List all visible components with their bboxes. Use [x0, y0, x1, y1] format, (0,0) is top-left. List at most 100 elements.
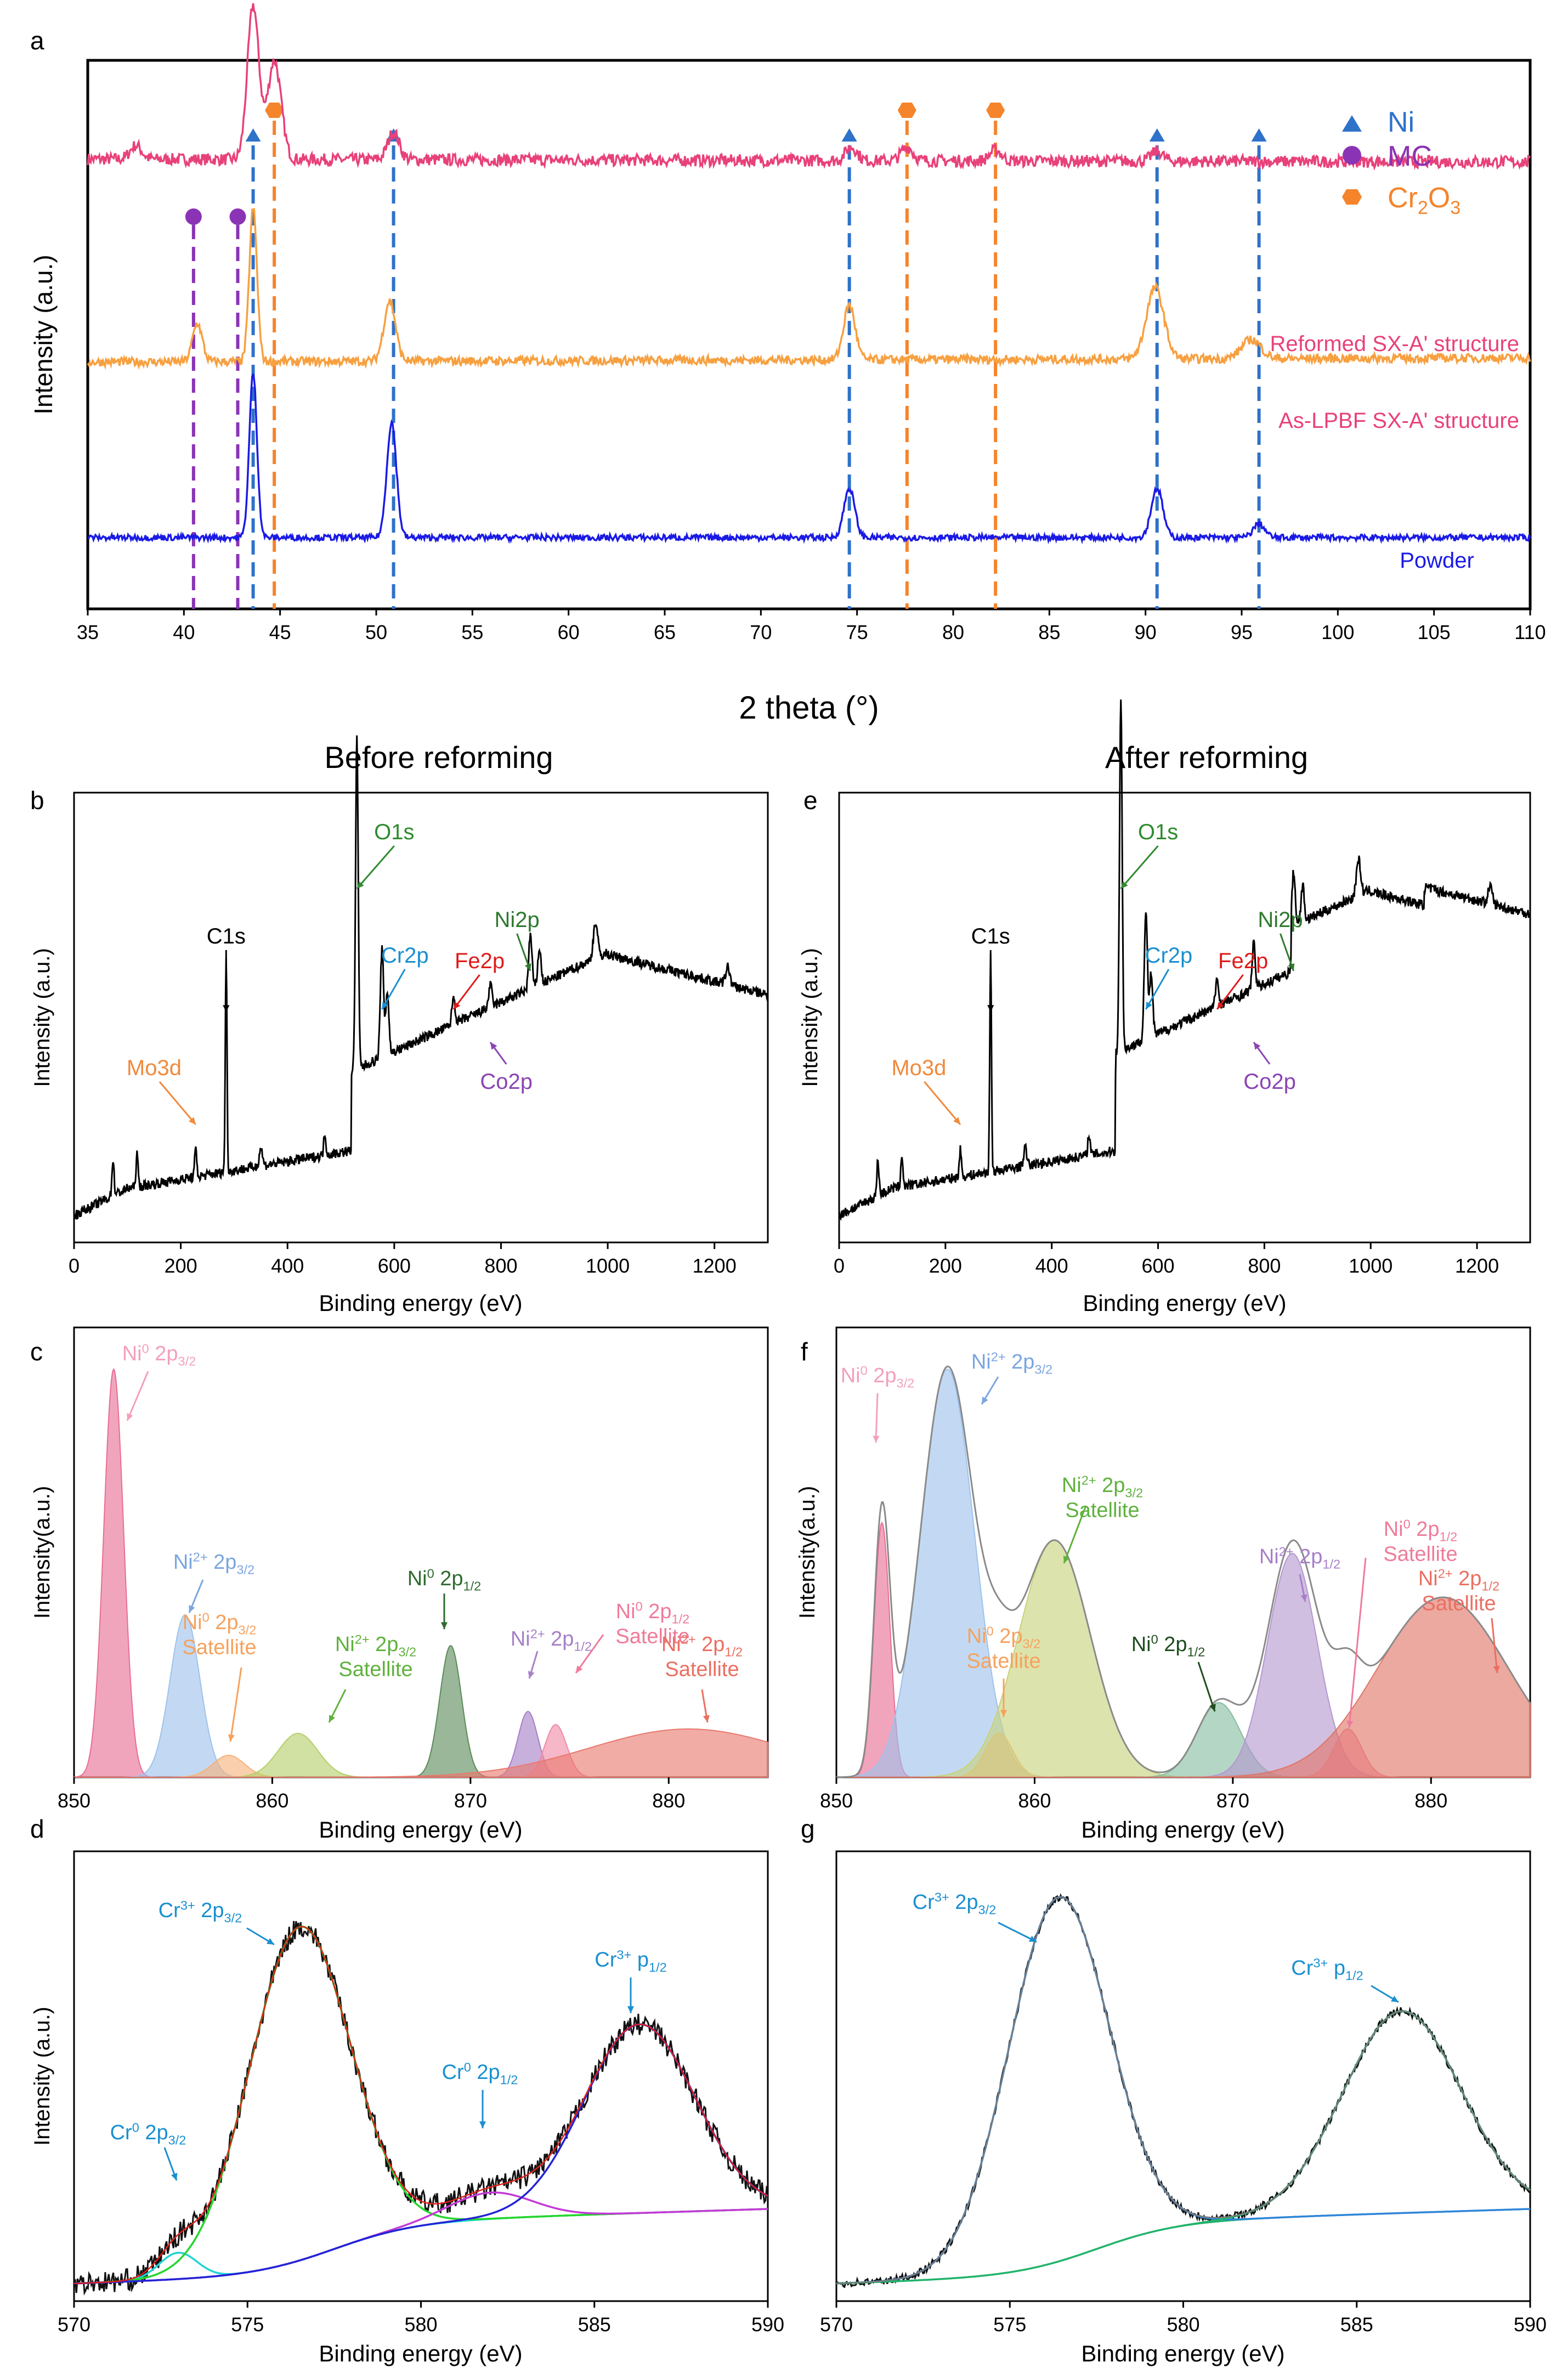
- panel-f-peak-label: Ni2+ 2p3/2: [971, 1350, 1052, 1377]
- component-fit-line: [73, 1925, 768, 2285]
- panel-d-xtick-label: 570: [58, 2313, 90, 2336]
- marker-mc-circle-icon: [185, 208, 202, 225]
- panel-a-xtick-label: 40: [173, 621, 195, 643]
- panel-e-annotation: O1s: [1138, 820, 1178, 844]
- panel-g-cr2p-after: 570 575 580 585 590 Cr3+ 2p3/2 Cr3+ p1/2 Bindi…: [820, 1850, 1547, 2366]
- panel-b-xtick-label: 400: [271, 1255, 304, 1277]
- panel-d-peak-label: Cr3+ p1/2: [595, 1948, 666, 1975]
- panel-letter-d: d: [30, 1815, 44, 1843]
- panel-c-xtick-label: 850: [58, 1789, 90, 1812]
- panel-e-annotation-arrow-head: [953, 1117, 960, 1124]
- panel-e-annotation: C1s: [971, 924, 1010, 948]
- panel-f-xlabel: Binding energy (eV): [1081, 1817, 1284, 1843]
- panel-c-peak-label: Ni2+ 2p3/2: [173, 1550, 254, 1577]
- panel-d-label-arrow-head: [479, 2121, 486, 2128]
- panel-e-survey-after: 0 200 400 600 800 1000 1200 C1s O1s Cr2p Fe2p Ni2p C…: [798, 699, 1531, 1316]
- curve-label-powder: Powder: [1400, 549, 1474, 573]
- panel-b-xlabel: Binding energy (eV): [319, 1290, 522, 1316]
- panel-g-xlabel: Binding energy (eV): [1081, 2341, 1284, 2366]
- panel-b-annotation-arrow-head: [490, 1042, 497, 1050]
- panel-b-xtick-label: 1000: [586, 1255, 630, 1277]
- legend-ni-triangle-icon: [1342, 115, 1362, 132]
- panel-e-annotation-arrow-head: [987, 1005, 994, 1012]
- panel-a-xtick-label: 55: [461, 621, 483, 643]
- panel-f-label-arrow-head: [1063, 1556, 1070, 1563]
- panel-e-xtick-label: 200: [929, 1255, 962, 1277]
- panel-g-xtick-label: 580: [1167, 2313, 1199, 2336]
- panel-b-survey-before: 0 200 400 600 800 1000 1200 C1s O1s Cr2p Fe2p Ni2p C…: [30, 735, 769, 1316]
- panel-e-xtick-label: 400: [1035, 1255, 1068, 1277]
- panel-f-label-arrow-head: [982, 1397, 988, 1404]
- panel-g-label-arrow-head: [1029, 1935, 1037, 1942]
- panel-a-xtick-label: 65: [654, 621, 676, 643]
- panel-c-label-arrow-head: [228, 1734, 235, 1742]
- raw-data-line: [73, 1921, 769, 2296]
- curve-label-as-lpbf: As-LPBF SX-A' structure: [1278, 409, 1519, 433]
- panel-c-peak-label: Ni0 2p3/2 Satellite: [182, 1611, 256, 1659]
- panel-e-xtick-label: 1200: [1455, 1255, 1499, 1277]
- panel-f-peak-label: Ni0 2p1/2: [1131, 1632, 1205, 1659]
- panel-f-label-arrow-head: [873, 1436, 880, 1443]
- panel-b-annotation: Ni2p: [495, 908, 540, 932]
- panel-a-xtick-label: 75: [846, 621, 868, 643]
- marker-ni-triangle-icon: [245, 128, 261, 142]
- panel-b-annotation: C1s: [207, 924, 246, 948]
- marker-cr2o3-hexagon-icon: [265, 103, 284, 118]
- panel-b-xtick-label: 600: [378, 1255, 411, 1277]
- panel-a-xtick-label: 105: [1418, 621, 1451, 643]
- panel-d-xlabel: Binding energy (eV): [319, 2341, 522, 2366]
- component-fit-line: [836, 2010, 1531, 2285]
- panel-f-label-arrow-head: [1000, 1710, 1007, 1717]
- panel-c-label-arrow-head: [329, 1715, 336, 1722]
- panel-letter-g: g: [801, 1815, 815, 1843]
- panel-e-survey-line: [838, 699, 1531, 1221]
- panel-f-label-arrow: [875, 1393, 879, 1443]
- panel-f-peak-label: Ni0 2p3/2 Satellite: [966, 1624, 1040, 1673]
- panel-b-annotation-arrow: [159, 1081, 197, 1125]
- curve-label-reformed: Reformed SX-A' structure: [1270, 332, 1519, 356]
- panel-e-annotation-arrow-head: [1120, 881, 1128, 889]
- panel-e-annotation: Ni2p: [1258, 908, 1303, 932]
- panel-f-xtick-label: 870: [1216, 1789, 1249, 1812]
- component-area: [74, 1728, 768, 1778]
- panel-a-legend: Ni MC Cr2O3: [1342, 106, 1461, 218]
- panel-f-label-arrow-head: [1493, 1665, 1500, 1673]
- panel-b-annotation-arrow-head: [382, 1002, 389, 1009]
- panel-e-xtick-label: 1000: [1349, 1255, 1392, 1277]
- envelope-line: [836, 1365, 1531, 1778]
- panel-c-peak-label: Ni2+ 2p1/2: [511, 1627, 592, 1654]
- panel-c-ni2p-before: 850 860 870 880 Ni0 2p3/2 Ni2+ 2p3/2 Ni0 2p3/2…: [30, 1326, 769, 1843]
- envelope-fit-line: [836, 1896, 1531, 2285]
- marker-mc-circle-icon: [229, 208, 246, 225]
- panel-f-xtick-label: 880: [1414, 1789, 1447, 1812]
- panel-a-xtick-label: 50: [365, 621, 387, 643]
- panel-c-peak-label: Ni0 2p1/2 Satellite: [615, 1600, 689, 1648]
- panel-b-ylabel: Intensity (a.u.): [30, 948, 54, 1087]
- panel-a-xlabel: 2 theta (°): [739, 690, 879, 726]
- panel-c-peak-label: Ni2+ 2p1/2 Satellite: [661, 1632, 743, 1681]
- marker-ni-triangle-icon: [1251, 128, 1267, 142]
- marker-cr2o3-hexagon-icon: [897, 103, 916, 118]
- panel-c-label-arrow-head: [576, 1665, 583, 1673]
- panel-b-xtick-label: 0: [69, 1255, 80, 1277]
- panel-d-ylabel: Intensity (a.u.): [30, 2007, 54, 2145]
- panel-b-annotation-arrow-head: [356, 881, 364, 889]
- panel-a-xtick-label: 70: [750, 621, 772, 643]
- before-reforming-title: Before reforming: [324, 740, 553, 775]
- panel-e-annotation: Fe2p: [1218, 949, 1268, 973]
- panel-c-label-arrow: [229, 1667, 242, 1742]
- panel-a-xtick-label: 85: [1038, 621, 1060, 643]
- panel-letter-b: b: [30, 786, 44, 815]
- panel-c-xtick-label: 860: [256, 1789, 288, 1812]
- background-line: [836, 2208, 1531, 2285]
- panel-e-annotation-arrow: [1120, 845, 1159, 889]
- panel-f-xtick-label: 850: [820, 1789, 853, 1812]
- panel-letter-c: c: [30, 1337, 43, 1366]
- panel-f-xtick-label: 860: [1018, 1789, 1051, 1812]
- panel-f-label-arrow: [1197, 1662, 1216, 1712]
- panel-d-label-arrow-head: [171, 2173, 178, 2180]
- panel-d-cr2p-before: 570 575 580 585 590 Cr0 2p3/2 Cr3+ 2p3/2 Cr0 2p…: [30, 1850, 784, 2366]
- panel-a-xtick-label: 35: [77, 621, 99, 643]
- marker-ni-triangle-icon: [1149, 128, 1165, 142]
